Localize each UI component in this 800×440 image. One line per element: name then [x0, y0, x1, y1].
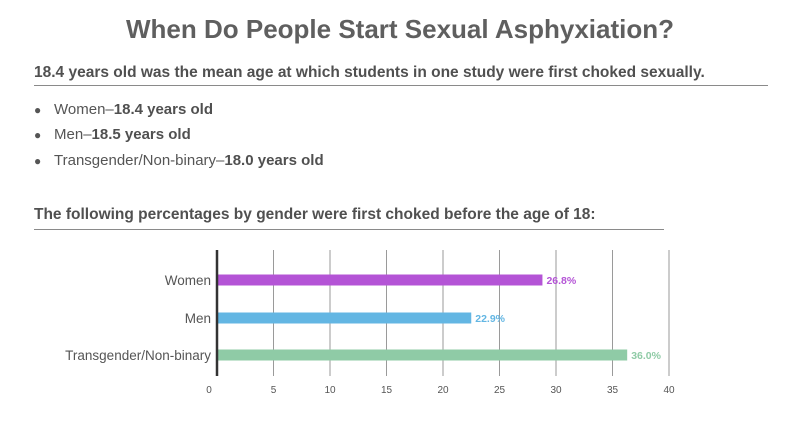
- list-item-value: 18.5 years old: [91, 126, 191, 144]
- list-item: ● Men – 18.5 years old: [34, 123, 324, 149]
- divider: [34, 85, 768, 86]
- x-tick-label: 10: [324, 385, 336, 396]
- list-item-label: Men: [54, 126, 84, 144]
- bullet-icon: ●: [34, 153, 42, 168]
- list-item-value: 18.0 years old: [224, 151, 324, 169]
- list-item-separator: –: [83, 126, 92, 144]
- category-label: Men: [185, 311, 211, 326]
- x-tick-label: 25: [494, 385, 506, 396]
- bullet-icon: ●: [34, 128, 42, 143]
- list-item-label: Transgender/Non-binary: [54, 151, 217, 169]
- data-label: 36.0%: [631, 350, 661, 362]
- x-tick-label: 5: [271, 385, 277, 396]
- category-label: Transgender/Non-binary: [65, 348, 211, 363]
- x-tick-label: 15: [381, 385, 393, 396]
- x-tick-label: 30: [550, 385, 562, 396]
- bar: [217, 349, 628, 361]
- x-tick-label: 40: [663, 385, 675, 396]
- x-tick-label: 35: [607, 385, 619, 396]
- data-label: 26.8%: [546, 275, 576, 287]
- study-summary: 18.4 years old was the mean age at which…: [34, 64, 705, 81]
- x-tick-label: 20: [437, 385, 449, 396]
- list-item: ● Women – 18.4 years old: [34, 97, 324, 123]
- list-item-value: 18.4 years old: [113, 100, 213, 118]
- mean-age-list: ● Women – 18.4 years old ● Men – 18.5 ye…: [34, 97, 324, 174]
- chart-title: When Do People Start Sexual Asphyxiation…: [125, 14, 675, 44]
- bar: [217, 274, 543, 286]
- category-label: Women: [165, 273, 211, 288]
- bar: [217, 312, 472, 324]
- x-tick-label: 0: [206, 385, 212, 396]
- list-item-separator: –: [105, 100, 114, 118]
- list-item-separator: –: [216, 151, 225, 169]
- data-label: 22.9%: [475, 313, 505, 325]
- list-item: ● Transgender/Non-binary – 18.0 years ol…: [34, 148, 324, 174]
- divider: [34, 229, 664, 230]
- list-item-label: Women: [54, 100, 106, 118]
- chart-heading: The following percentages by gender were…: [34, 206, 596, 223]
- bullet-icon: ●: [34, 102, 42, 117]
